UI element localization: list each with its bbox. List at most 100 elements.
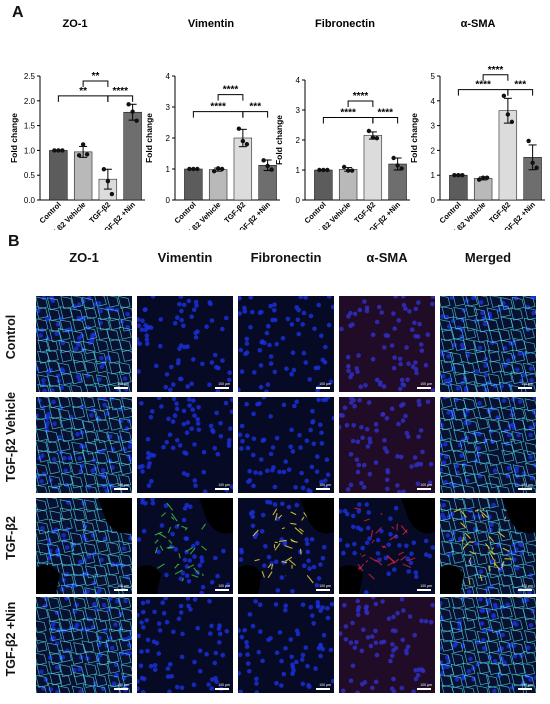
chart4-ytick-label: 1 [431,171,436,180]
chart3-data-point [391,155,396,161]
chart1-ytick-label: 2.0 [24,97,36,106]
scale-bar-label: 100 μm [420,382,432,386]
micrograph-2-1: 100 μm [137,498,233,594]
chart1-ytick-label: 2.5 [24,72,36,81]
scale-bar-label: 100 μm [319,683,331,687]
scale-bar [114,488,128,490]
scale-bar [114,387,128,389]
scale-bar-label: 100 μm [521,382,533,386]
chart3-bar [314,169,333,201]
chart3-data-point [321,167,326,173]
chart2-ytick-label: 0 [166,196,171,205]
chart3-data-point [374,136,380,141]
panel-a: A ZO-1 Fold change 0.0 0.5 1.0 1.5 2.0 2.5 Contr… [0,0,550,230]
chart4-title: α-SMA [461,18,496,30]
micrograph-0-4: 100 μm [440,296,536,392]
chart3-data-point [399,166,404,171]
micrograph-0-1: 100 μm [137,296,233,392]
micrograph-3-4: 100 μm [440,597,536,693]
chart3-ylabel: Fold change [274,115,284,165]
chart1-data-point [130,109,135,114]
chart3-data-point [341,164,347,170]
scale-bar [215,688,229,690]
chart2-data-point [269,167,274,172]
chart2-ytick-label: 2 [166,134,171,143]
chart4-data-point [509,119,515,125]
chart4-bar [449,174,468,201]
chart4-data-point [480,175,486,180]
panel-label-b: B [8,233,20,250]
chart1-ytick-label: 1.5 [24,122,36,131]
row-label-control: Control [4,314,18,360]
scale-bar-label: 100 μm [117,382,129,386]
scale-bar [518,488,532,490]
chart1-significance-bracket [82,80,109,87]
scale-bar-label: 100 μm [218,584,230,588]
micrograph-1-0: 100 μm [36,397,132,493]
chart4-data-point [456,173,461,178]
scale-bar-label: 100 μm [521,584,533,588]
micrograph-3-0: 100 μm [36,597,132,693]
scale-bar [114,688,128,690]
scale-bar-label: 100 μm [117,483,129,487]
scale-bar [215,488,229,490]
chart3-data-point [395,163,400,168]
chart1-data-point [101,167,107,172]
scale-bar-label: 100 μm [319,584,331,588]
chart2-data-point [187,166,192,172]
chart4-ytick-label: 5 [431,72,436,81]
chart3-bar [338,169,358,201]
chart2-bar [184,168,203,201]
micrograph-1-1: 100 μm [137,397,233,493]
chart1-bar [73,151,93,201]
scale-bar [417,589,431,591]
chart1-ytick-label: 1.0 [24,146,36,155]
chart1-significance-bracket [107,95,134,102]
chart1-data-point [84,152,90,157]
chart4-significance-bracket [482,74,509,81]
chart3-bar [363,135,383,201]
chart2-data-point [219,166,225,172]
chart2-significance-bracket [242,111,269,118]
chart4-data-point [526,138,531,144]
chart2-data-point [191,166,196,172]
scale-bar [114,589,128,591]
chart3-significance-label: **** [340,108,356,119]
chart3-data-point [366,128,372,134]
chart3-data-point [349,168,355,173]
scale-bar [316,688,330,690]
chart1-significance-label: ** [92,71,100,82]
chart1-significance-label: ** [79,86,87,97]
scale-bar-label: 100 μm [117,584,129,588]
chart2-ytick-label: 1 [166,165,171,174]
chart4-data-point [505,112,511,117]
chart4-significance-bracket [507,89,534,96]
chart4-data-point [530,160,535,165]
scale-bar-label: 100 μm [420,683,432,687]
chart4-ytick-label: 2 [431,146,436,155]
scale-bar [215,589,229,591]
chart4-data-point [501,93,507,99]
chart1-bar [123,111,142,201]
chart2-data-point [265,163,270,169]
chart3-significance-label: **** [377,108,393,119]
chart4-data-point [476,177,482,182]
chart2-data-point [236,126,242,131]
chart1-ytick-label: 0.5 [24,171,36,180]
micrograph-2-3: 100 μm [339,498,435,594]
chart1-title: ZO-1 [62,18,87,30]
chart1-data-point [76,153,82,158]
column-header-asma: α-SMA [366,250,408,265]
micrograph-3-3: 100 μm [339,597,435,693]
scale-bar-label: 100 μm [218,483,230,487]
scale-bar [518,387,532,389]
chart4-ytick-label: 0 [431,196,436,205]
chart1-data-point [126,102,131,107]
scale-bar [316,387,330,389]
chart4-ytick-label: 3 [431,122,436,131]
scale-bar [417,387,431,389]
scale-bar-label: 100 μm [117,683,129,687]
chart1-data-point [52,148,57,153]
chart3-title: Fibronectin [315,18,375,30]
scale-bar-label: 100 μm [521,683,533,687]
